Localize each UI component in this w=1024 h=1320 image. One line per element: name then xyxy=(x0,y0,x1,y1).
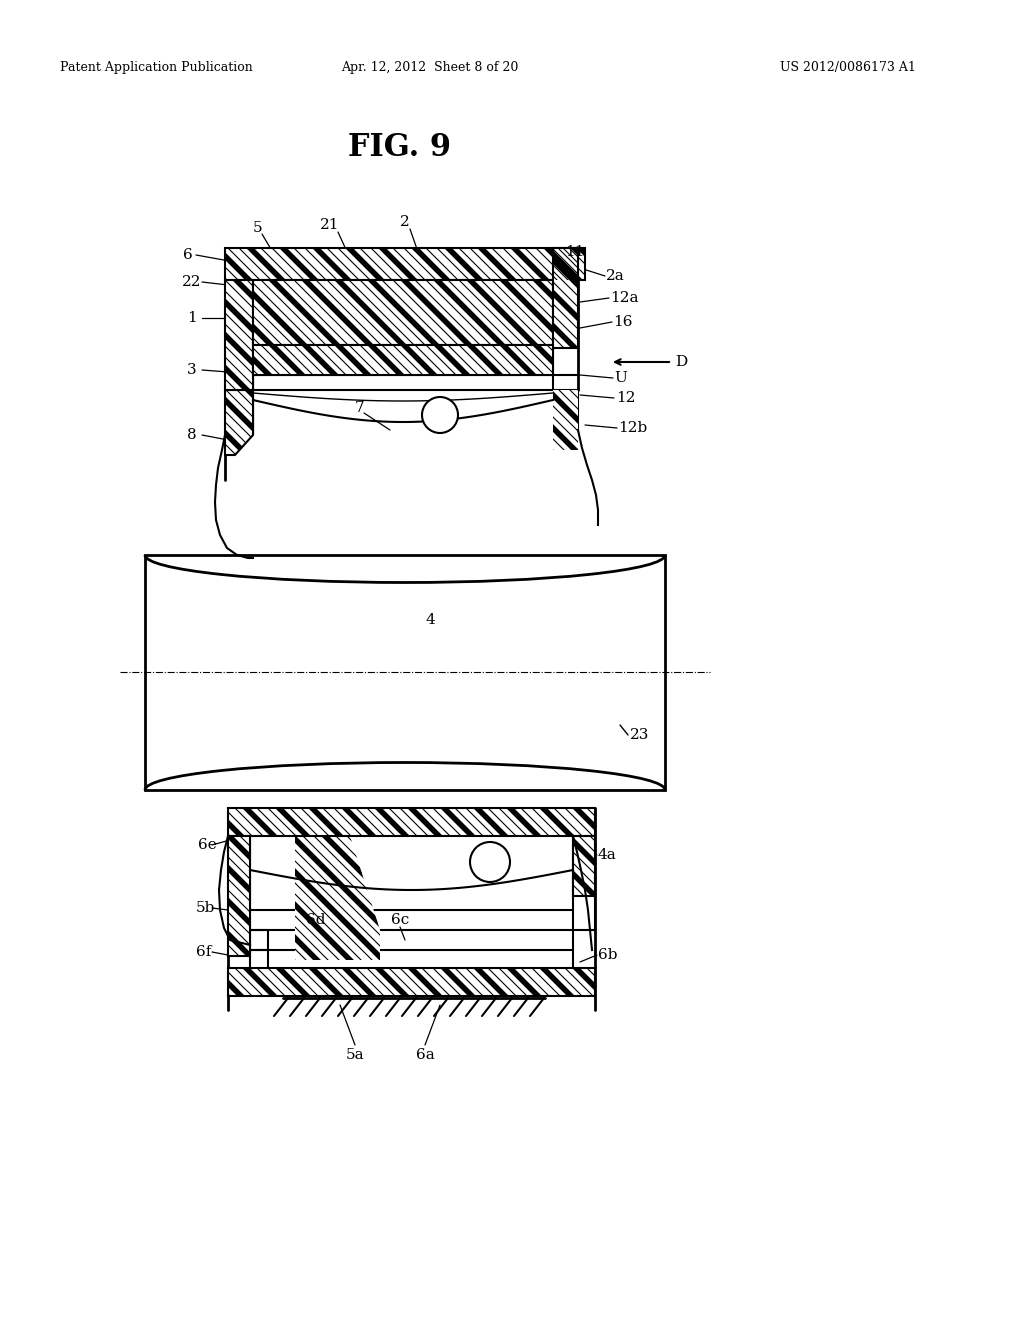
Text: Apr. 12, 2012  Sheet 8 of 20: Apr. 12, 2012 Sheet 8 of 20 xyxy=(341,62,519,74)
Text: 16: 16 xyxy=(613,315,633,329)
Bar xyxy=(228,836,250,956)
Text: 6f: 6f xyxy=(196,945,211,960)
Text: 6d: 6d xyxy=(306,913,326,927)
Bar xyxy=(145,554,665,789)
Text: 6b: 6b xyxy=(598,948,617,962)
Text: 22: 22 xyxy=(182,275,202,289)
Bar xyxy=(228,836,250,956)
Text: 5: 5 xyxy=(253,220,263,235)
Text: 3: 3 xyxy=(187,363,197,378)
Text: D: D xyxy=(675,355,687,370)
Bar xyxy=(553,248,578,348)
Text: 6e: 6e xyxy=(198,838,217,851)
Text: 23: 23 xyxy=(630,729,649,742)
Text: 12: 12 xyxy=(616,391,636,405)
Text: Patent Application Publication: Patent Application Publication xyxy=(60,62,253,74)
Bar xyxy=(253,280,553,345)
Polygon shape xyxy=(553,389,578,450)
Text: 5a: 5a xyxy=(346,1048,365,1063)
Text: 8: 8 xyxy=(187,428,197,442)
Text: 12a: 12a xyxy=(610,290,639,305)
Text: 2a: 2a xyxy=(606,269,625,282)
Bar xyxy=(253,345,553,375)
Polygon shape xyxy=(225,389,253,455)
Text: 7: 7 xyxy=(355,401,365,414)
Bar xyxy=(228,968,595,997)
Text: 4: 4 xyxy=(425,612,435,627)
Bar xyxy=(225,248,585,280)
Text: 6: 6 xyxy=(183,248,193,261)
Text: 6c: 6c xyxy=(391,913,410,927)
Bar xyxy=(573,836,595,896)
Polygon shape xyxy=(295,836,380,960)
Text: 1: 1 xyxy=(187,312,197,325)
Text: 2: 2 xyxy=(400,215,410,228)
Text: U: U xyxy=(614,371,627,385)
Bar xyxy=(573,836,595,896)
Text: 5b: 5b xyxy=(196,902,215,915)
Bar xyxy=(553,248,578,348)
Bar xyxy=(253,280,553,345)
Text: FIG. 9: FIG. 9 xyxy=(348,132,452,164)
Text: US 2012/0086173 A1: US 2012/0086173 A1 xyxy=(780,62,915,74)
Bar xyxy=(225,248,585,280)
Circle shape xyxy=(422,397,458,433)
Text: 12b: 12b xyxy=(618,421,647,436)
Bar xyxy=(228,808,595,836)
Text: 21: 21 xyxy=(321,218,340,232)
Text: 11: 11 xyxy=(565,246,585,259)
Text: 4a: 4a xyxy=(598,847,616,862)
Bar xyxy=(228,968,595,997)
Bar xyxy=(253,345,553,375)
Bar xyxy=(225,280,253,389)
Bar xyxy=(228,808,595,836)
Bar xyxy=(225,280,253,389)
Circle shape xyxy=(470,842,510,882)
Text: 6a: 6a xyxy=(416,1048,434,1063)
